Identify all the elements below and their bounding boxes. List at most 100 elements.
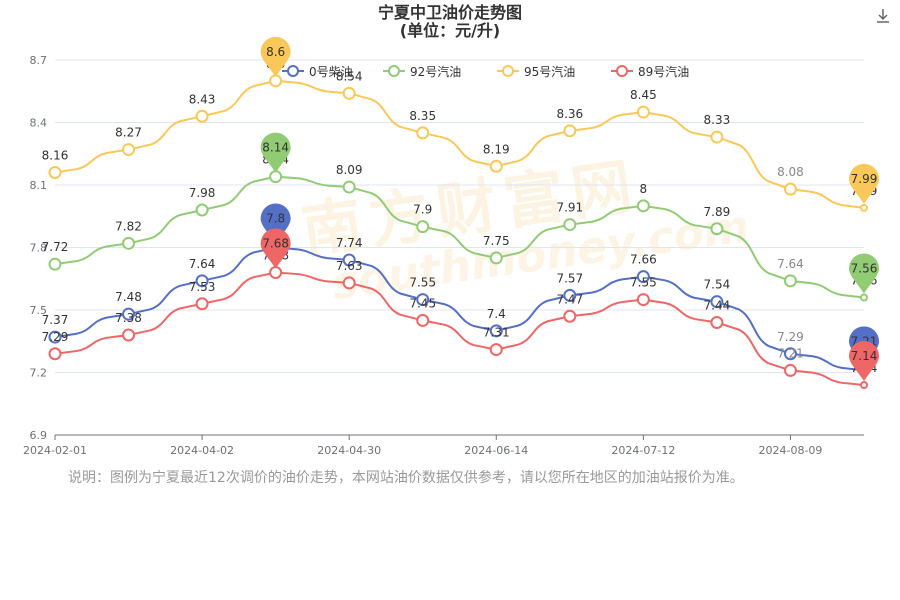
x-tick-label: 2024-04-02	[170, 444, 234, 457]
marker-label: 8.6	[266, 45, 285, 59]
y-tick-label: 8.1	[30, 179, 48, 192]
data-point	[48, 330, 62, 344]
chart-note: 说明：图例为宁夏最近12次调价的油价走势，本网站油价数据仅供参考，请以您所在地区…	[68, 470, 744, 486]
data-label: 7.31	[483, 326, 510, 340]
data-label: 7.72	[42, 240, 69, 254]
min-marker: 7.56	[849, 253, 879, 294]
data-point	[195, 109, 209, 123]
data-label: 8.19	[483, 142, 510, 156]
data-label: 7.74	[336, 236, 363, 250]
series-line	[54, 79, 865, 209]
marker-pin-shape	[260, 228, 291, 269]
data-point	[563, 218, 577, 232]
data-point	[563, 124, 577, 138]
data-point	[342, 180, 356, 194]
legend-item[interactable]: 92号汽油	[383, 64, 461, 79]
x-tick-label: 2024-02-01	[23, 444, 87, 457]
data-label: 8.27	[115, 126, 142, 140]
data-label: 7.98	[189, 186, 216, 200]
data-label: 7.89	[704, 205, 731, 219]
data-label: 8.54	[336, 69, 363, 83]
data-label: 7.53	[189, 280, 216, 294]
marker-pin-shape	[260, 132, 291, 173]
legend-symbol	[287, 65, 299, 77]
marker-pin-shape	[260, 203, 291, 244]
data-label: 7.91	[556, 201, 583, 215]
data-label: 7.9	[413, 203, 432, 217]
data-label: 7.29	[42, 330, 69, 344]
data-point	[416, 220, 430, 234]
data-label: 8.09	[336, 163, 363, 177]
data-label: 7.54	[704, 278, 731, 292]
data-point	[636, 105, 650, 119]
marker-label: 7.14	[851, 349, 878, 363]
max-marker: 7.8	[260, 203, 291, 244]
download-icon-svg	[877, 9, 889, 23]
max-marker: 7.68	[260, 228, 291, 269]
marker-label: 7.68	[262, 237, 289, 251]
data-label: 7.29	[777, 330, 804, 344]
y-tick-label: 7.2	[30, 367, 48, 380]
data-point	[195, 203, 209, 217]
max-marker: 8.14	[260, 132, 291, 173]
data-label: 7.82	[115, 219, 142, 233]
data-point	[860, 381, 868, 389]
data-point	[783, 363, 797, 377]
data-point	[710, 130, 724, 144]
y-tick-label: 6.9	[30, 429, 48, 442]
legend-label: 92号汽油	[410, 64, 461, 79]
data-point	[48, 347, 62, 361]
data-label: 7.55	[409, 276, 436, 290]
series-line	[54, 271, 865, 386]
data-point	[122, 236, 136, 250]
data-point	[783, 274, 797, 288]
legend-item[interactable]: 95号汽油	[497, 64, 575, 79]
x-tick-label: 2024-07-12	[611, 444, 675, 457]
data-label: 7.55	[630, 276, 657, 290]
y-tick-label: 7.5	[30, 304, 48, 317]
legend-symbol	[388, 65, 400, 77]
marker-label: 7.56	[851, 262, 878, 276]
legend-label: 95号汽油	[524, 64, 575, 79]
marker-pin-shape	[849, 341, 879, 381]
data-label: 7.57	[556, 271, 583, 285]
data-label: 8.36	[556, 107, 583, 121]
data-point	[710, 295, 724, 309]
legend-item[interactable]: 0号柴油	[282, 65, 353, 79]
download-icon[interactable]	[874, 7, 892, 25]
x-tick-label: 2024-06-14	[464, 444, 528, 457]
data-label: 8	[640, 182, 648, 196]
chart-subtitle: (单位：元/升)	[399, 21, 501, 40]
data-label: 7.45	[409, 296, 436, 310]
data-label: 7.44	[704, 299, 731, 313]
data-point	[122, 143, 136, 157]
x-tick-label: 2024-08-09	[758, 444, 822, 457]
data-label: 8.33	[704, 113, 731, 127]
max-marker: 8.6	[260, 36, 291, 77]
legend-label: 89号汽油	[638, 64, 689, 79]
data-point	[48, 257, 62, 271]
legend-label: 0号柴油	[309, 65, 353, 79]
data-point	[783, 347, 797, 361]
legend-item[interactable]: 89号汽油	[611, 64, 689, 79]
series-line	[54, 246, 865, 372]
data-point	[636, 199, 650, 213]
data-point	[122, 307, 136, 321]
data-point	[489, 251, 503, 265]
data-point	[636, 270, 650, 284]
data-point	[48, 166, 62, 179]
data-point	[563, 309, 577, 323]
data-label: 7.48	[115, 290, 142, 304]
marker-pin-shape	[849, 163, 879, 204]
y-tick-label: 8.4	[30, 117, 48, 130]
data-point	[860, 203, 868, 212]
data-label: 7.21	[777, 346, 804, 360]
marker-label: 8.14	[262, 141, 289, 155]
data-point	[563, 288, 577, 302]
x-tick-label: 2024-04-30	[317, 444, 381, 457]
data-point	[416, 313, 430, 327]
legend-symbol	[616, 65, 628, 77]
data-point	[342, 86, 356, 100]
data-point	[636, 293, 650, 307]
